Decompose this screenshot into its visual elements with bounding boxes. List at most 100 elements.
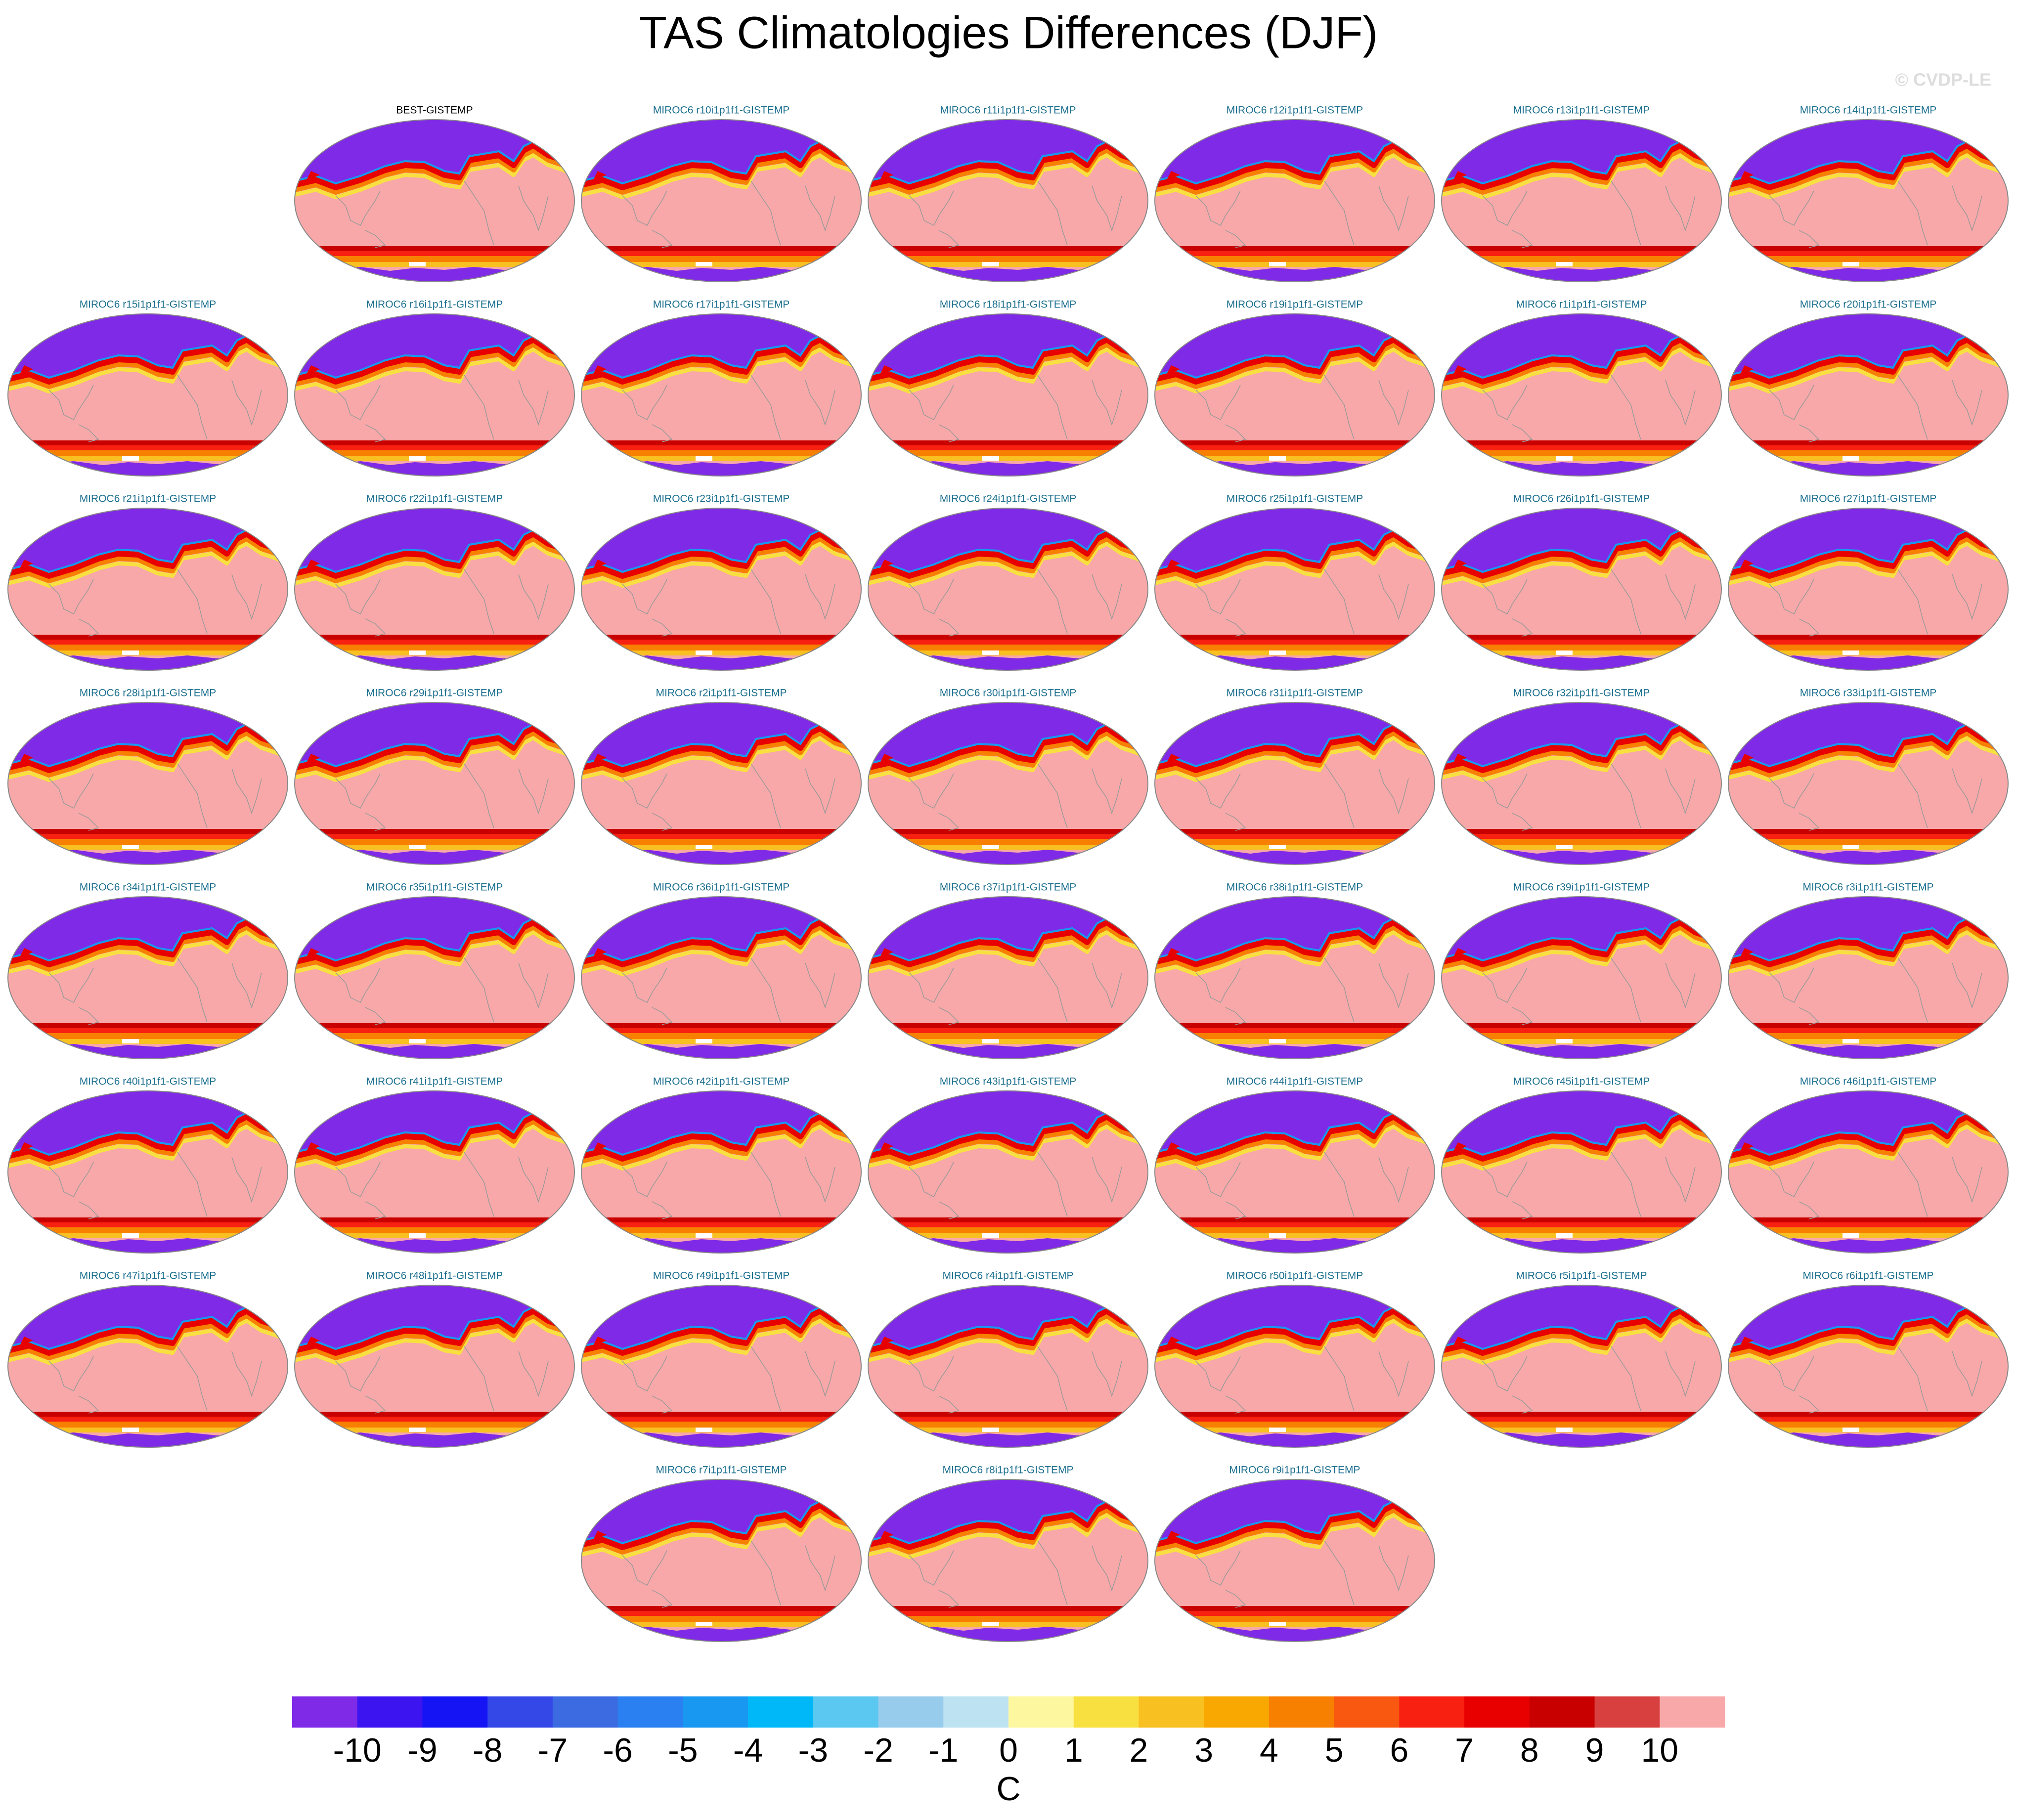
map-panel: [4, 894, 291, 1062]
panel-title: MIROC6 r7i1p1f1-GISTEMP: [656, 1465, 787, 1476]
figure-title: TAS Climatologies Differences (DJF): [639, 7, 1378, 58]
panel-title: MIROC6 r37i1p1f1-GISTEMP: [940, 882, 1077, 893]
map-panel: [1438, 1088, 1725, 1256]
panel-title: MIROC6 r15i1p1f1-GISTEMP: [80, 299, 217, 310]
panel-title: MIROC6 r29i1p1f1-GISTEMP: [366, 688, 503, 699]
map-panel: [1438, 117, 1725, 285]
panel-title: MIROC6 r32i1p1f1-GISTEMP: [1513, 688, 1650, 699]
panel-title: MIROC6 r12i1p1f1-GISTEMP: [1227, 105, 1363, 116]
colorbar-box: [292, 1696, 358, 1728]
map-panel: [1438, 894, 1725, 1062]
colorbar-tick-label: 0: [999, 1732, 1018, 1769]
panel-title: BEST-GISTEMP: [396, 105, 473, 116]
colorbar-box: [552, 1696, 618, 1728]
panel-title: MIROC6 r41i1p1f1-GISTEMP: [366, 1076, 503, 1087]
colorbar-box: [422, 1696, 488, 1728]
panel-title: MIROC6 r49i1p1f1-GISTEMP: [653, 1270, 790, 1282]
colorbar-tick-label: -6: [603, 1732, 632, 1769]
colorbar-box: [1660, 1696, 1725, 1728]
panel-title: MIROC6 r6i1p1f1-GISTEMP: [1803, 1270, 1934, 1282]
map-panel: [1151, 1282, 1438, 1450]
map-panel: [1725, 1088, 2012, 1256]
colorbar-tick-label: -10: [333, 1732, 382, 1769]
panel-title: MIROC6 r19i1p1f1-GISTEMP: [1227, 299, 1363, 310]
colorbar-tick-label: -4: [733, 1732, 763, 1769]
colorbar-tick-label: -9: [407, 1732, 437, 1769]
panel-title: MIROC6 r45i1p1f1-GISTEMP: [1513, 1076, 1650, 1087]
colorbar-tick-label: 2: [1130, 1732, 1148, 1769]
map-panel: [291, 117, 578, 285]
colorbar-tick-label: -1: [928, 1732, 958, 1769]
colorbar-tick-label: 1: [1064, 1732, 1083, 1769]
colorbar-tick-label: 8: [1520, 1732, 1539, 1769]
colorbar-box: [1204, 1696, 1270, 1728]
panel-title: MIROC6 r27i1p1f1-GISTEMP: [1800, 493, 1937, 505]
colorbar-box: [1594, 1696, 1660, 1728]
map-panel: [1151, 1476, 1438, 1645]
colorbar-box: [617, 1696, 683, 1728]
colorbar-tick-label: 4: [1260, 1732, 1278, 1769]
map-panel: [291, 699, 578, 867]
colorbar-box: [1464, 1696, 1530, 1728]
map-panel: [1151, 117, 1438, 285]
colorbar-box: [813, 1696, 879, 1728]
panel-title: MIROC6 r13i1p1f1-GISTEMP: [1513, 105, 1650, 116]
map-panel: [578, 117, 865, 285]
panel-title: MIROC6 r20i1p1f1-GISTEMP: [1800, 299, 1937, 310]
colorbar-tick-label: 7: [1455, 1732, 1474, 1769]
map-panel: [1151, 894, 1438, 1062]
map-panel: [1725, 894, 2012, 1062]
map-panel: [865, 505, 1151, 673]
panel-title: MIROC6 r11i1p1f1-GISTEMP: [940, 105, 1076, 116]
panel-title: MIROC6 r36i1p1f1-GISTEMP: [653, 882, 790, 893]
panel-title: MIROC6 r1i1p1f1-GISTEMP: [1516, 299, 1647, 310]
colorbar-box: [1269, 1696, 1335, 1728]
colorbar-box: [357, 1696, 423, 1728]
panel-title: MIROC6 r25i1p1f1-GISTEMP: [1227, 493, 1363, 505]
colorbar-tick-label: -7: [538, 1732, 568, 1769]
colorbar-box: [1008, 1696, 1074, 1728]
map-panel: [1438, 505, 1725, 673]
colorbar-tick-label: 9: [1585, 1732, 1604, 1769]
map-panel: [865, 699, 1151, 867]
map-panel: [865, 1476, 1151, 1645]
colorbar-tick-label: 6: [1390, 1732, 1408, 1769]
watermark: © CVDP-LE: [1895, 70, 1991, 90]
map-panel: [865, 311, 1151, 479]
map-panel: [578, 1088, 865, 1256]
map-panel: [1151, 311, 1438, 479]
map-panel: [291, 1282, 578, 1450]
colorbar-tick-label: -2: [863, 1732, 893, 1769]
colorbar-tick-label: 5: [1325, 1732, 1344, 1769]
map-panel: [865, 894, 1151, 1062]
panel-title: MIROC6 r10i1p1f1-GISTEMP: [653, 105, 790, 116]
map-panel: [291, 1088, 578, 1256]
colorbar-tick-label: 3: [1194, 1732, 1213, 1769]
colorbar-box: [943, 1696, 1009, 1728]
map-panel: [1438, 311, 1725, 479]
colorbar-box: [748, 1696, 814, 1728]
panel-title: MIROC6 r18i1p1f1-GISTEMP: [940, 299, 1077, 310]
panel-title: MIROC6 r8i1p1f1-GISTEMP: [943, 1465, 1074, 1476]
colorbar-box: [1139, 1696, 1204, 1728]
panel-title: MIROC6 r44i1p1f1-GISTEMP: [1227, 1076, 1363, 1087]
panel-title: MIROC6 r40i1p1f1-GISTEMP: [80, 1076, 217, 1087]
panel-title: MIROC6 r50i1p1f1-GISTEMP: [1227, 1270, 1363, 1282]
map-panel: [1151, 699, 1438, 867]
map-panel: [4, 505, 291, 673]
map-panel: [1725, 699, 2012, 867]
map-panel: [578, 1282, 865, 1450]
panel-title: MIROC6 r43i1p1f1-GISTEMP: [940, 1076, 1077, 1087]
panel-title: MIROC6 r31i1p1f1-GISTEMP: [1227, 688, 1363, 699]
map-panel: [4, 1282, 291, 1450]
panel-title: MIROC6 r3i1p1f1-GISTEMP: [1803, 882, 1934, 893]
panel-title: MIROC6 r5i1p1f1-GISTEMP: [1516, 1270, 1647, 1282]
map-panel: [1151, 505, 1438, 673]
map-panel: [4, 1088, 291, 1256]
map-panel: [578, 1476, 865, 1645]
colorbar-tick-label: -5: [668, 1732, 698, 1769]
panel-title: MIROC6 r46i1p1f1-GISTEMP: [1800, 1076, 1937, 1087]
colorbar-box: [1529, 1696, 1595, 1728]
panel-title: MIROC6 r26i1p1f1-GISTEMP: [1513, 493, 1650, 505]
